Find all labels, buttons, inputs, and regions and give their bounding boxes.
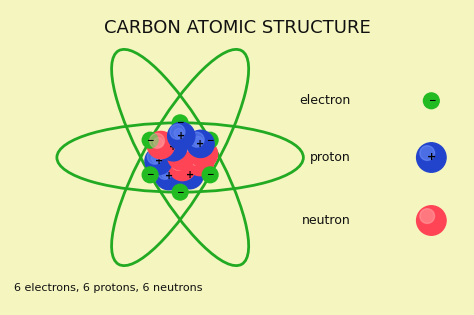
Circle shape [157, 164, 173, 179]
Circle shape [171, 155, 186, 170]
Circle shape [193, 155, 202, 164]
Circle shape [185, 140, 194, 150]
Circle shape [191, 140, 218, 168]
Circle shape [197, 147, 206, 156]
Text: CARBON ATOMIC STRUCTURE: CARBON ATOMIC STRUCTURE [104, 19, 370, 37]
Circle shape [420, 146, 435, 160]
Circle shape [202, 132, 218, 148]
Circle shape [162, 169, 171, 178]
Circle shape [174, 129, 183, 138]
Text: −: − [206, 136, 214, 145]
Circle shape [189, 150, 204, 165]
Text: 6 electrons, 6 protons, 6 neutrons: 6 electrons, 6 protons, 6 neutrons [14, 283, 203, 293]
Circle shape [172, 184, 188, 200]
Circle shape [182, 168, 192, 177]
Circle shape [178, 135, 206, 162]
Circle shape [181, 136, 196, 151]
Circle shape [193, 136, 203, 146]
Text: −: − [146, 170, 154, 179]
Text: −: − [146, 136, 154, 145]
Text: +: + [196, 139, 205, 149]
Circle shape [142, 132, 158, 148]
Circle shape [166, 140, 176, 149]
Circle shape [202, 167, 218, 183]
Text: +: + [165, 171, 173, 181]
Circle shape [192, 142, 208, 158]
Circle shape [187, 130, 214, 158]
Circle shape [147, 149, 162, 164]
Circle shape [142, 167, 158, 183]
Circle shape [168, 143, 195, 170]
Circle shape [189, 132, 204, 147]
Text: +: + [169, 142, 177, 152]
Text: proton: proton [310, 151, 351, 164]
Text: +: + [186, 170, 194, 180]
Circle shape [417, 143, 446, 172]
Circle shape [176, 162, 203, 189]
Circle shape [186, 148, 214, 176]
Text: −: − [176, 118, 184, 127]
Text: electron: electron [300, 94, 351, 107]
Circle shape [172, 115, 188, 131]
Circle shape [178, 163, 193, 179]
Text: +: + [177, 131, 185, 141]
Text: −: − [206, 170, 214, 179]
Text: neutron: neutron [302, 214, 351, 227]
Circle shape [151, 153, 161, 163]
Text: +: + [427, 152, 436, 163]
Text: −: − [176, 188, 184, 197]
Circle shape [170, 145, 185, 160]
Circle shape [154, 138, 163, 147]
Circle shape [175, 160, 185, 169]
Circle shape [155, 163, 182, 190]
Text: +: + [155, 156, 163, 166]
Circle shape [160, 134, 187, 161]
Circle shape [145, 147, 172, 175]
Circle shape [162, 136, 177, 151]
Text: −: − [428, 96, 435, 105]
Circle shape [420, 209, 435, 223]
Circle shape [423, 93, 439, 109]
Circle shape [150, 133, 164, 148]
Circle shape [147, 131, 174, 159]
Circle shape [170, 124, 185, 139]
Circle shape [169, 153, 196, 180]
Circle shape [174, 149, 183, 158]
Circle shape [417, 206, 446, 235]
Circle shape [168, 122, 195, 150]
